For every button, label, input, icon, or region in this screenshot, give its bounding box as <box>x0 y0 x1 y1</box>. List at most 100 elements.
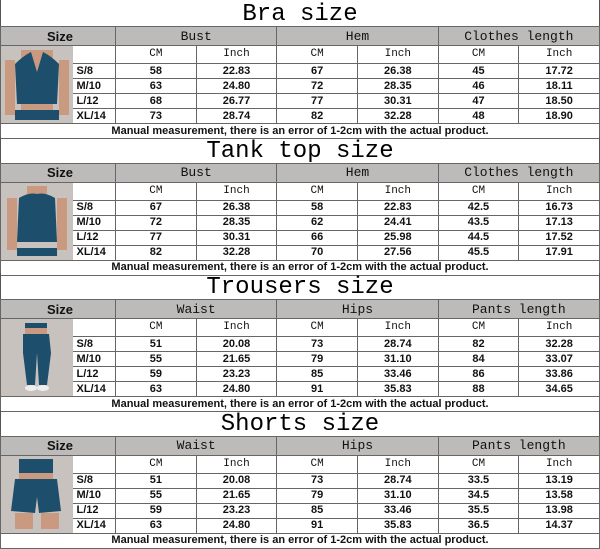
table-row: L/12 59 23.23 85 33.46 35.5 13.98 <box>1 502 600 519</box>
size-cell: XL/14 <box>72 244 117 261</box>
value-cell: 31.10 <box>356 487 439 504</box>
value-cell: 34.5 <box>437 487 520 504</box>
size-cell: M/10 <box>72 487 117 504</box>
unit-cm: CM <box>276 454 358 474</box>
section-title: Bra size <box>0 0 600 28</box>
value-cell: 62 <box>276 214 358 231</box>
unit-row: CM Inch CM Inch CM Inch <box>0 181 600 261</box>
measure-header: Bust <box>115 162 278 183</box>
value-cell: 13.58 <box>518 487 600 504</box>
value-cell: 32.28 <box>195 244 278 261</box>
measure-header: Waist <box>115 299 278 319</box>
value-cell: 43.5 <box>437 214 520 231</box>
unit-cm: CM <box>437 454 520 474</box>
unit-cm: CM <box>115 318 197 337</box>
value-cell: 32.28 <box>356 108 439 124</box>
value-cell: 21.65 <box>195 351 278 367</box>
value-cell: 91 <box>276 517 358 534</box>
size-cell: S/8 <box>72 472 117 489</box>
value-cell: 32.28 <box>518 336 600 352</box>
value-cell: 30.31 <box>356 93 439 109</box>
table-row: S/8 58 22.83 67 26.38 45 17.72 <box>1 63 600 79</box>
size-table: Size Waist Hips Pants length CM Inch CM Inch C… <box>0 299 600 412</box>
value-cell: 46 <box>437 78 520 94</box>
value-cell: 45.5 <box>437 244 520 261</box>
size-cell: XL/14 <box>72 517 117 534</box>
size-cell: L/12 <box>72 93 117 109</box>
value-cell: 17.91 <box>518 244 600 261</box>
value-cell: 35.5 <box>437 502 520 519</box>
value-cell: 30.31 <box>195 229 278 246</box>
value-cell: 85 <box>276 366 358 382</box>
unit-cm: CM <box>115 45 197 64</box>
value-cell: 72 <box>115 214 197 231</box>
unit-inch: Inch <box>195 454 278 474</box>
unit-cm: CM <box>115 181 197 201</box>
value-cell: 28.74 <box>356 472 439 489</box>
value-cell: 24.80 <box>195 78 278 94</box>
measurement-note: Manual measurement, there is an error of… <box>0 259 600 276</box>
value-cell: 63 <box>115 517 197 534</box>
value-cell: 34.65 <box>518 381 600 397</box>
measure-header: Clothes length <box>437 26 600 46</box>
value-cell: 70 <box>276 244 358 261</box>
table-row: XL/14 82 32.28 70 27.56 45.5 17.91 <box>1 244 600 261</box>
size-cell: M/10 <box>72 78 117 94</box>
header-row: Size Bust Hem Clothes length <box>0 26 600 46</box>
value-cell: 73 <box>276 472 358 489</box>
unit-row: CM Inch CM Inch CM Inch <box>0 45 600 124</box>
size-cell: XL/14 <box>72 108 117 124</box>
table-row: S/8 51 20.08 73 28.74 33.5 13.19 <box>1 472 600 489</box>
value-cell: 25.98 <box>356 229 439 246</box>
size-section: Bra size Size Bust Hem Clothes length CM In… <box>0 0 600 139</box>
table-row: L/12 59 23.23 85 33.46 86 33.86 <box>1 366 600 382</box>
measure-header: Bust <box>115 26 278 46</box>
measure-header: Waist <box>115 435 278 456</box>
section-title: Tank top size <box>0 136 600 165</box>
table-row: XL/14 63 24.80 91 35.83 88 34.65 <box>1 381 600 397</box>
value-cell: 28.35 <box>195 214 278 231</box>
unit-cm: CM <box>437 45 520 64</box>
value-cell: 17.72 <box>518 63 600 79</box>
value-cell: 55 <box>115 351 197 367</box>
value-cell: 85 <box>276 502 358 519</box>
value-cell: 63 <box>115 381 197 397</box>
unit-cm: CM <box>276 181 358 201</box>
value-cell: 35.83 <box>356 517 439 534</box>
value-cell: 26.77 <box>195 93 278 109</box>
value-cell: 27.56 <box>356 244 439 261</box>
value-cell: 33.86 <box>518 366 600 382</box>
size-cell: L/12 <box>72 502 117 519</box>
value-cell: 86 <box>437 366 520 382</box>
size-cell: M/10 <box>72 351 117 367</box>
size-cell: L/12 <box>72 366 117 382</box>
value-cell: 14.37 <box>518 517 600 534</box>
value-cell: 17.13 <box>518 214 600 231</box>
size-table: Size Bust Hem Clothes length CM Inch CM Inch C… <box>0 162 600 276</box>
value-cell: 20.08 <box>195 472 278 489</box>
value-cell: 47 <box>437 93 520 109</box>
section-title: Shorts size <box>0 409 600 438</box>
value-cell: 68 <box>115 93 197 109</box>
unit-inch: Inch <box>518 318 600 337</box>
unit-row: CM Inch CM Inch CM Inch <box>0 454 600 534</box>
value-cell: 67 <box>276 63 358 79</box>
value-cell: 33.46 <box>356 366 439 382</box>
table-row: L/12 68 26.77 77 30.31 47 18.50 <box>1 93 600 109</box>
value-cell: 58 <box>276 199 358 216</box>
value-cell: 88 <box>437 381 520 397</box>
table-row: M/10 55 21.65 79 31.10 84 33.07 <box>1 351 600 367</box>
size-table: Size Bust Hem Clothes length CM Inch CM Inch C… <box>0 26 600 139</box>
unit-cm: CM <box>437 318 520 337</box>
header-row: Size Waist Hips Pants length <box>0 299 600 319</box>
size-cell: L/12 <box>72 229 117 246</box>
value-cell: 82 <box>437 336 520 352</box>
value-cell: 51 <box>115 472 197 489</box>
value-cell: 28.74 <box>195 108 278 124</box>
value-cell: 66 <box>276 229 358 246</box>
unit-inch: Inch <box>518 181 600 201</box>
value-cell: 23.23 <box>195 502 278 519</box>
value-cell: 48 <box>437 108 520 124</box>
size-section: Tank top size Size Bust Hem Clothes length… <box>0 136 600 276</box>
